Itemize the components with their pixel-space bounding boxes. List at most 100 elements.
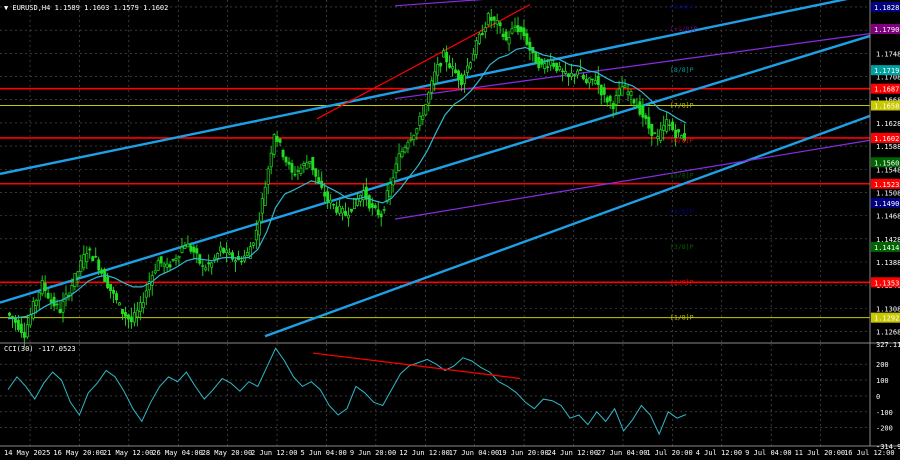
candle-body	[195, 248, 199, 254]
candle-body	[210, 262, 214, 268]
candle-body	[448, 63, 452, 68]
candle-body	[180, 246, 184, 253]
candle-body	[147, 281, 151, 291]
price-tick-label: 1.1548	[876, 166, 900, 174]
candle-body	[576, 70, 579, 76]
candle-body	[234, 260, 237, 263]
murray-label: [1/8]P	[670, 314, 694, 322]
candle-body	[540, 58, 544, 65]
candle-body	[632, 99, 636, 104]
cci-tick-label: 0	[876, 393, 880, 401]
candle-body	[281, 149, 285, 158]
candle-body	[40, 280, 44, 295]
candle-body	[367, 195, 371, 209]
candle-body	[599, 84, 603, 96]
candle-body	[486, 13, 490, 26]
candle-body	[183, 245, 187, 249]
price-tag-bg	[871, 178, 900, 189]
candle-body	[112, 289, 116, 294]
candle-body	[311, 156, 315, 171]
candle-body	[671, 121, 675, 131]
candle-body	[344, 210, 347, 216]
candle-body	[73, 273, 77, 287]
candle-body	[379, 213, 383, 218]
candle-body	[352, 197, 356, 210]
candle-body	[617, 88, 621, 96]
price-tag-label: 1.1658	[874, 102, 899, 110]
candle-body	[662, 124, 666, 131]
cci-line	[7, 347, 687, 436]
candle-body	[341, 208, 344, 214]
candle-body	[213, 257, 217, 260]
candle-body	[106, 276, 110, 289]
candle-body	[647, 116, 651, 129]
candle-body	[522, 27, 526, 37]
candle-body	[248, 246, 252, 259]
angle-line	[394, 0, 484, 7]
price-tick-label: 1.1268	[876, 329, 900, 337]
candle-body	[596, 75, 600, 86]
candle-body	[100, 269, 104, 274]
candle-body	[70, 285, 74, 294]
candle-body	[412, 134, 416, 140]
candle-body	[58, 309, 62, 313]
candle-body	[644, 115, 648, 119]
trend-line	[264, 114, 871, 338]
price-candles	[8, 8, 686, 348]
candle-body	[516, 25, 520, 33]
murray-label: [+1/8]P	[670, 25, 697, 33]
candle-body	[415, 128, 419, 135]
time-tick-label: 17 Jun 04:00	[449, 449, 500, 457]
candle-body	[171, 259, 175, 261]
murray-label: [8/8]P	[670, 66, 694, 74]
candle-body	[335, 206, 339, 213]
candle-body	[629, 90, 633, 96]
candle-body	[451, 66, 455, 69]
candle-body	[492, 16, 496, 21]
candle-body	[165, 263, 169, 268]
candle-body	[468, 62, 472, 69]
candle-body	[528, 41, 532, 51]
time-tick-label: 9 Jul 04:00	[745, 449, 791, 457]
candle-body	[37, 292, 41, 301]
candle-body	[623, 85, 627, 88]
candle-body	[144, 290, 148, 298]
candle-body	[581, 74, 585, 80]
candle-body	[421, 115, 425, 120]
candle-body	[489, 16, 493, 21]
time-tick-label: 19 Jun 20:00	[498, 449, 549, 457]
candle-body	[290, 163, 294, 173]
candle-body	[305, 162, 309, 170]
candle-body	[525, 33, 529, 45]
price-tag-bg	[871, 132, 900, 143]
candle-body	[162, 263, 166, 267]
price-tick-label: 1.1468	[876, 213, 900, 221]
murray-label: [4/8]P	[670, 208, 694, 216]
candle-body	[115, 293, 118, 301]
candle-body	[674, 129, 678, 139]
candle-body	[168, 264, 172, 268]
time-tick-label: 16 May 20:00	[53, 449, 104, 457]
candle-body	[403, 146, 407, 153]
candle-body	[61, 300, 65, 313]
candle-body	[668, 124, 672, 126]
candle-body	[567, 73, 570, 77]
candle-body	[460, 74, 463, 85]
candle-body	[611, 103, 615, 110]
time-tick-label: 1 Jul 20:00	[646, 449, 692, 457]
candle-body	[578, 69, 582, 71]
cci-title: CCI(30) -117.0523	[4, 345, 76, 353]
candle-body	[537, 57, 541, 69]
time-tick-label: 16 Jul 12:00	[844, 449, 895, 457]
price-tag-label: 1.1292	[874, 315, 899, 323]
murray-label: [5/8]P	[670, 172, 694, 180]
moving-average	[7, 46, 687, 320]
candle-body	[370, 203, 374, 208]
candle-body	[397, 153, 401, 171]
candle-body	[483, 27, 487, 33]
candle-body	[25, 324, 29, 338]
candle-body	[454, 69, 457, 74]
candle-body	[34, 299, 38, 306]
candle-body	[347, 214, 350, 219]
